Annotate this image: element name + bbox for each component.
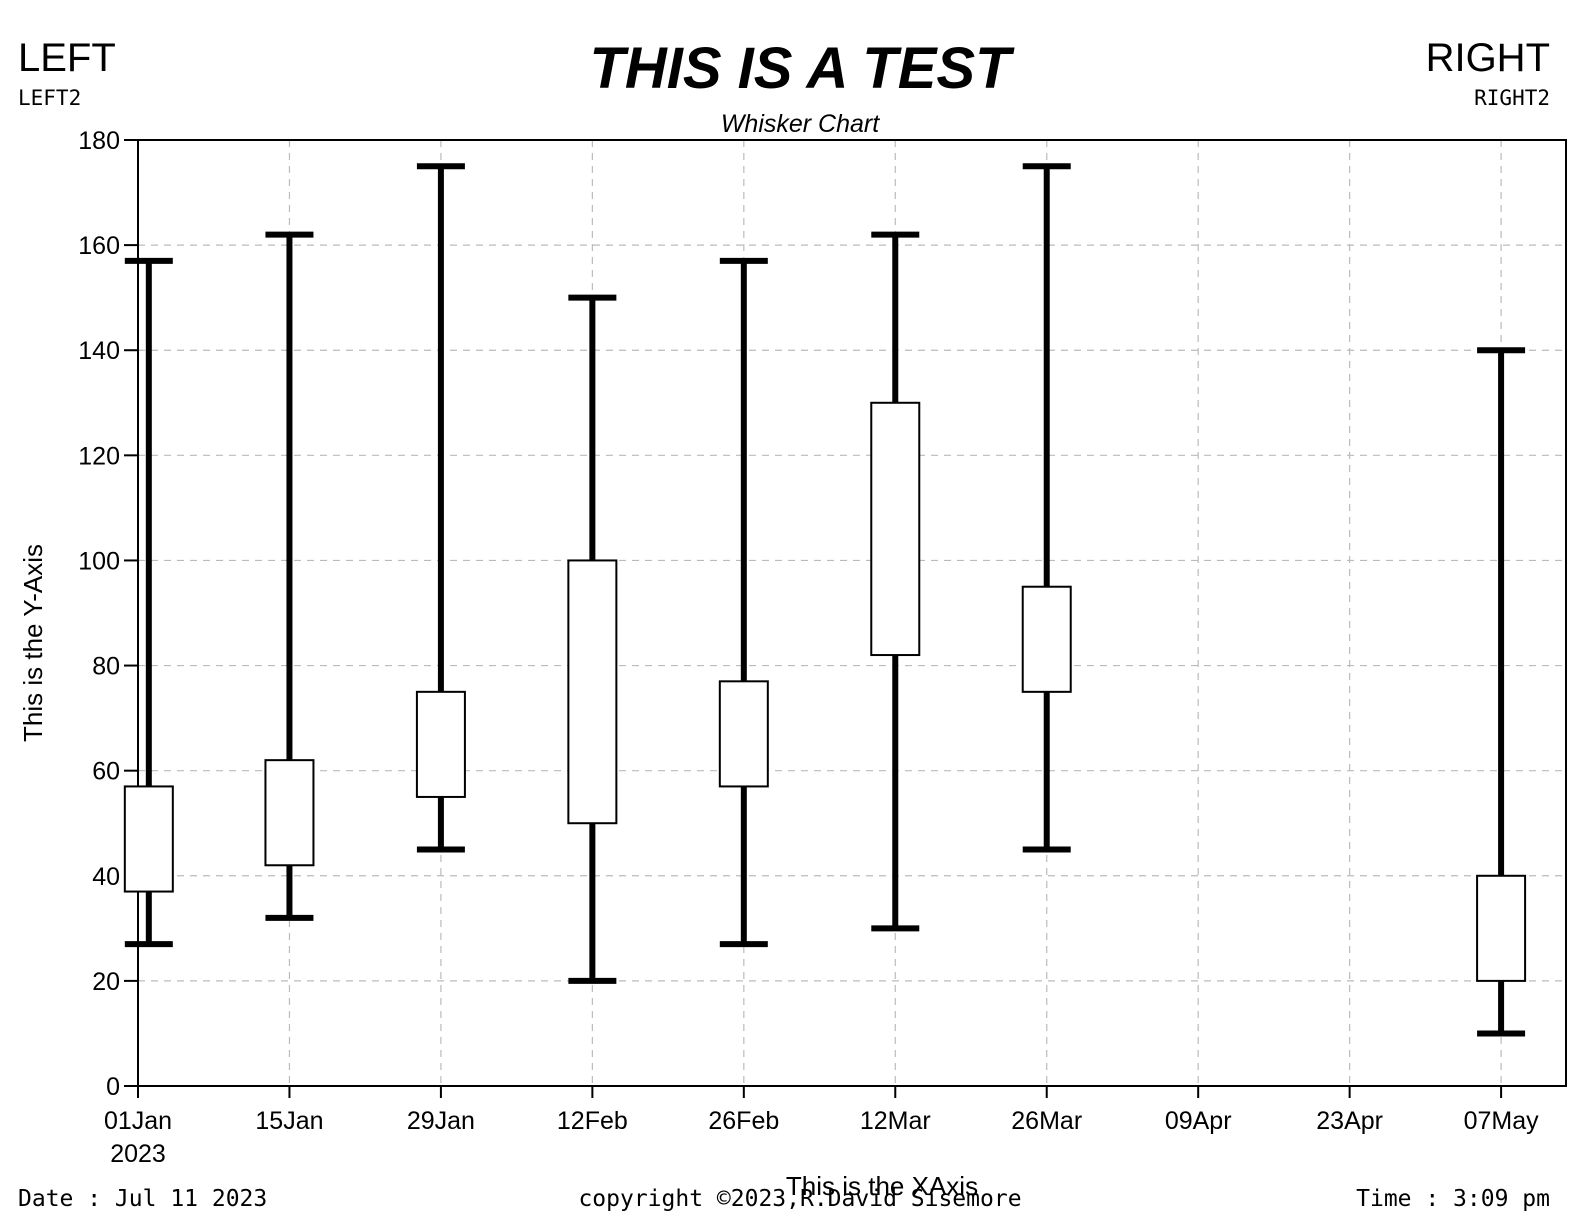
y-tick-label: 100 [78,547,120,575]
box [1021,585,1072,693]
chart-title: THIS IS A TEST [589,36,1011,101]
y-tick-label: 0 [106,1073,120,1101]
header-right-label: RIGHT [1425,36,1550,80]
y-tick-label: 140 [78,337,120,365]
x-tick-label: 26Feb [708,1107,779,1135]
box [264,759,315,867]
box [415,690,466,798]
x-tick-label: 01Jan [104,1107,172,1135]
y-tick-label: 120 [78,442,120,470]
x-tick-label: 12Feb [557,1107,628,1135]
y-tick-label: 80 [92,653,120,681]
x-tick-label: 07May [1464,1107,1540,1135]
box [567,559,618,825]
footer-time: Time : 3:09 pm [1356,1186,1550,1212]
plot-frame [137,139,1567,1087]
header-left2-label: LEFT2 [18,86,82,110]
y-tick-label: 60 [92,758,120,786]
y-tick-label: 180 [78,127,120,155]
y-tick-label: 20 [92,968,120,996]
y-tick-label: 40 [92,863,120,891]
header-right2-label: RIGHT2 [1474,86,1550,110]
x-tick-label: 23Apr [1316,1107,1383,1135]
x-tick-label: 29Jan [407,1107,475,1135]
x-tick-label: 15Jan [255,1107,323,1135]
box [123,785,174,893]
footer-copyright: copyright ©2023,R.David Sisemore [578,1186,1022,1212]
x-axis-title: This is the XAxis [786,1171,978,1201]
x-tick-sublabel: 2023 [110,1140,166,1168]
x-tick-label: 09Apr [1165,1107,1232,1135]
header-left-label: LEFT [18,36,116,80]
y-axis-title: This is the Y-Axis [18,544,48,742]
box [718,680,769,788]
box [870,401,921,657]
x-tick-label: 26Mar [1011,1107,1082,1135]
chart-subtitle: Whisker Chart [720,110,880,138]
y-tick-label: 160 [78,232,120,260]
footer-date: Date : Jul 11 2023 [18,1186,268,1212]
box [1476,874,1527,982]
x-tick-label: 12Mar [860,1107,931,1135]
